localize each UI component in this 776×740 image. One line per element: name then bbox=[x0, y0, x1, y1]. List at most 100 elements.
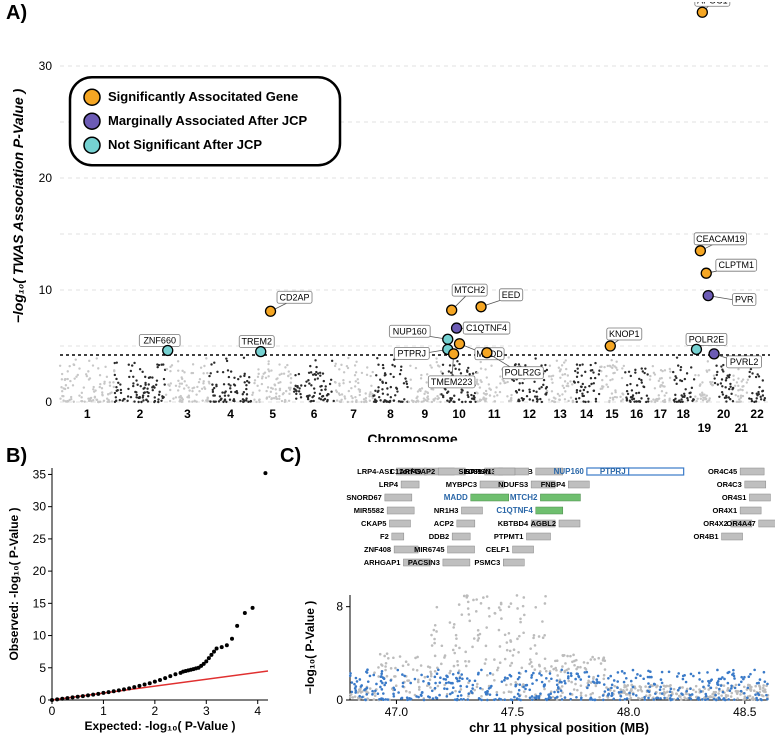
svg-text:8: 8 bbox=[336, 600, 343, 614]
svg-text:5: 5 bbox=[269, 407, 276, 421]
svg-text:8: 8 bbox=[387, 407, 394, 421]
svg-text:KBTBD4: KBTBD4 bbox=[498, 519, 529, 528]
svg-text:FNBP4: FNBP4 bbox=[541, 480, 566, 489]
svg-text:DDB2: DDB2 bbox=[429, 532, 449, 541]
svg-text:ACP2: ACP2 bbox=[434, 519, 454, 528]
svg-text:KNOP1: KNOP1 bbox=[609, 329, 640, 339]
svg-text:21: 21 bbox=[735, 421, 749, 435]
svg-text:20: 20 bbox=[717, 407, 731, 421]
svg-text:47.0: 47.0 bbox=[385, 705, 409, 719]
svg-text:11: 11 bbox=[488, 407, 501, 421]
svg-text:48.5: 48.5 bbox=[733, 705, 757, 719]
svg-text:TMEM223: TMEM223 bbox=[431, 377, 473, 387]
svg-text:6: 6 bbox=[311, 407, 318, 421]
svg-text:LRP4-AS1: LRP4-AS1 bbox=[357, 467, 393, 476]
svg-text:CLPTM1: CLPTM1 bbox=[718, 260, 754, 270]
svg-text:MTCH2: MTCH2 bbox=[454, 285, 485, 295]
svg-text:ARFGAP2: ARFGAP2 bbox=[399, 467, 435, 476]
svg-text:NR1H3: NR1H3 bbox=[434, 506, 459, 515]
svg-text:OR4S1: OR4S1 bbox=[722, 493, 747, 502]
svg-text:OR4C3: OR4C3 bbox=[717, 480, 742, 489]
svg-text:3: 3 bbox=[203, 704, 210, 718]
svg-text:APOC1: APOC1 bbox=[697, 2, 728, 5]
svg-text:OR4C45: OR4C45 bbox=[708, 467, 737, 476]
svg-text:Marginally Associated After JC: Marginally Associated After JCP bbox=[108, 113, 307, 128]
svg-text:MTCH2: MTCH2 bbox=[510, 493, 538, 502]
svg-text:13: 13 bbox=[554, 407, 568, 421]
svg-text:SNORD67: SNORD67 bbox=[346, 493, 381, 502]
svg-text:Chromosome: Chromosome bbox=[367, 431, 457, 442]
svg-text:10: 10 bbox=[39, 283, 53, 297]
svg-text:10: 10 bbox=[33, 629, 47, 643]
svg-text:MADD: MADD bbox=[444, 493, 468, 502]
svg-text:2: 2 bbox=[137, 407, 144, 421]
svg-text:1: 1 bbox=[100, 704, 107, 718]
svg-text:RAPSN: RAPSN bbox=[465, 467, 491, 476]
svg-text:7: 7 bbox=[350, 407, 357, 421]
svg-text:CD2AP: CD2AP bbox=[280, 292, 310, 302]
svg-text:F2: F2 bbox=[380, 532, 389, 541]
svg-text:3: 3 bbox=[184, 407, 191, 421]
svg-text:22: 22 bbox=[750, 407, 764, 421]
svg-text:NUP160: NUP160 bbox=[393, 326, 427, 336]
svg-text:MYBPC3: MYBPC3 bbox=[446, 480, 477, 489]
svg-text:4: 4 bbox=[254, 704, 261, 718]
svg-text:48.0: 48.0 bbox=[617, 705, 641, 719]
svg-text:MIR5582: MIR5582 bbox=[354, 506, 384, 515]
svg-text:1: 1 bbox=[84, 407, 91, 421]
svg-text:9: 9 bbox=[421, 407, 428, 421]
svg-text:C1QTNF4: C1QTNF4 bbox=[496, 506, 533, 515]
svg-text:MIR6745: MIR6745 bbox=[414, 545, 444, 554]
svg-text:PACSIN3: PACSIN3 bbox=[408, 558, 440, 567]
svg-text:CEACAM19: CEACAM19 bbox=[696, 234, 745, 244]
svg-text:POLR2G: POLR2G bbox=[505, 368, 542, 378]
panel-a-manhattan: 102030−log₁₀( TWAS Association P-Value )… bbox=[5, 2, 775, 442]
svg-text:Not Significant After JCP: Not Significant After JCP bbox=[108, 137, 262, 152]
svg-text:PTPMT1: PTPMT1 bbox=[494, 532, 524, 541]
svg-text:19: 19 bbox=[698, 421, 712, 435]
svg-text:20: 20 bbox=[39, 171, 53, 185]
svg-text:14: 14 bbox=[580, 407, 594, 421]
panel-c-locus: LRP4-AS1LRP4SNORD67MIR5582CKAP5F2ZNF408A… bbox=[290, 460, 775, 735]
svg-text:AGBL2: AGBL2 bbox=[531, 519, 556, 528]
svg-text:PVRL2: PVRL2 bbox=[730, 357, 759, 367]
svg-text:OR4B1: OR4B1 bbox=[694, 532, 719, 541]
svg-text:20: 20 bbox=[33, 564, 47, 578]
svg-text:4: 4 bbox=[227, 407, 234, 421]
svg-text:0: 0 bbox=[39, 693, 46, 707]
svg-text:POLR2E: POLR2E bbox=[689, 334, 725, 344]
svg-text:NDUFS3: NDUFS3 bbox=[498, 480, 528, 489]
svg-text:16: 16 bbox=[630, 407, 644, 421]
svg-text:25: 25 bbox=[33, 532, 47, 546]
svg-text:12: 12 bbox=[523, 407, 537, 421]
svg-text:0: 0 bbox=[45, 395, 52, 409]
svg-text:−log₁₀( TWAS Association P-Val: −log₁₀( TWAS Association P-Value ) bbox=[10, 88, 26, 323]
svg-text:PTPRJ: PTPRJ bbox=[397, 348, 426, 358]
svg-text:OR4A47: OR4A47 bbox=[727, 519, 756, 528]
svg-text:18: 18 bbox=[677, 407, 691, 421]
svg-text:CELF1: CELF1 bbox=[486, 545, 510, 554]
svg-text:5: 5 bbox=[39, 661, 46, 675]
svg-text:17: 17 bbox=[654, 407, 668, 421]
svg-text:30: 30 bbox=[33, 500, 47, 514]
svg-text:Observed: -log₁₀( P-Value ): Observed: -log₁₀( P-Value ) bbox=[7, 507, 21, 660]
svg-text:TREM2: TREM2 bbox=[241, 337, 272, 347]
svg-text:47.5: 47.5 bbox=[501, 705, 525, 719]
svg-text:OR4X1: OR4X1 bbox=[713, 506, 738, 515]
panel-b-qq: 0510152025303501234Observed: -log₁₀( P-V… bbox=[0, 460, 280, 735]
svg-text:0: 0 bbox=[49, 704, 56, 718]
svg-text:Expected: -log₁₀( P-Value ): Expected: -log₁₀( P-Value ) bbox=[84, 719, 235, 733]
svg-text:Significantly Associtated Gene: Significantly Associtated Gene bbox=[108, 89, 298, 104]
svg-text:0: 0 bbox=[336, 693, 343, 707]
svg-text:C1QTNF4: C1QTNF4 bbox=[466, 323, 507, 333]
svg-text:PVR: PVR bbox=[735, 295, 754, 305]
svg-text:chr 11 physical position (MB): chr 11 physical position (MB) bbox=[469, 720, 649, 735]
svg-text:NUP160: NUP160 bbox=[554, 467, 585, 476]
svg-text:2: 2 bbox=[152, 704, 159, 718]
svg-text:LRP4: LRP4 bbox=[379, 480, 399, 489]
svg-text:ARHGAP1: ARHGAP1 bbox=[364, 558, 401, 567]
svg-text:PSMC3: PSMC3 bbox=[474, 558, 500, 567]
svg-text:CKAP5: CKAP5 bbox=[361, 519, 386, 528]
svg-text:PTPRJ: PTPRJ bbox=[600, 467, 626, 476]
svg-text:30: 30 bbox=[39, 59, 53, 73]
